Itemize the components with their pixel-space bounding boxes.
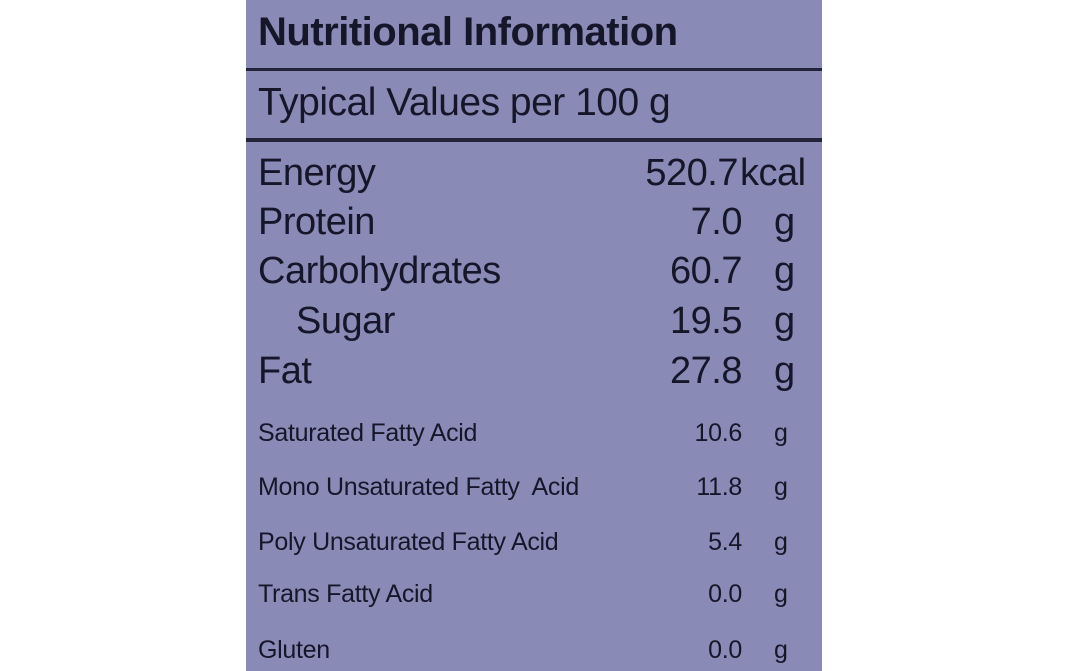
nutrient-row-trans-fatty-acid: Trans Fatty Acid 0.0 g [246, 577, 822, 611]
nutrient-unit: g [774, 419, 788, 447]
nutrient-name: Saturated Fatty Acid [258, 419, 478, 447]
nutrient-row-gluten: Gluten 0.0 g [246, 633, 822, 667]
nutrient-unit: g [774, 350, 795, 392]
nutrient-name: Energy [258, 152, 376, 194]
nutrient-row-carbohydrates: Carbohydrates 60.7 g [246, 248, 822, 294]
nutrient-unit: g [774, 473, 788, 501]
nutrient-name: Poly Unsaturated Fatty Acid [258, 528, 559, 556]
nutrient-value: 19.5 [670, 300, 742, 342]
nutrient-name: Protein [258, 201, 375, 243]
nutrient-row-saturated-fatty-acid: Saturated Fatty Acid 10.6 g [246, 416, 822, 450]
nutrient-unit: g [774, 250, 795, 292]
label-subtitle: Typical Values per 100 g [258, 81, 671, 124]
nutrition-label: Nutritional Information Typical Values p… [246, 0, 822, 671]
nutrient-row-fat: Fat 27.8 g [246, 348, 822, 394]
nutrient-unit: kcal [740, 152, 806, 194]
nutrient-name: Sugar [296, 300, 395, 342]
divider [246, 138, 822, 142]
nutrient-row-sugar: Sugar 19.5 g [246, 298, 822, 344]
nutrient-name: Gluten [258, 636, 330, 664]
nutrient-unit: g [774, 201, 795, 243]
nutrient-value: 520.7 [645, 152, 738, 194]
nutrient-value: 5.4 [708, 528, 742, 556]
nutrient-row-mono-unsaturated-fatty-acid: Mono Unsaturated Fatty Acid 11.8 g [246, 470, 822, 504]
nutrient-row-energy: Energy 520.7 kcal [246, 150, 822, 196]
nutrient-name: Mono Unsaturated Fatty Acid [258, 473, 579, 501]
nutrient-unit: g [774, 528, 788, 556]
nutrient-unit: g [774, 300, 795, 342]
nutrient-name: Carbohydrates [258, 250, 501, 292]
nutrient-value: 0.0 [708, 580, 742, 608]
nutrient-value: 0.0 [708, 636, 742, 664]
nutrient-value: 60.7 [670, 250, 742, 292]
nutrient-row-poly-unsaturated-fatty-acid: Poly Unsaturated Fatty Acid 5.4 g [246, 525, 822, 559]
nutrient-value: 11.8 [696, 473, 742, 501]
divider [246, 68, 822, 71]
nutrient-unit: g [774, 636, 788, 664]
nutrient-name: Trans Fatty Acid [258, 580, 433, 608]
nutrient-value: 10.6 [694, 419, 743, 447]
nutrient-unit: g [774, 580, 788, 608]
nutrient-value: 27.8 [670, 350, 742, 392]
nutrient-row-protein: Protein 7.0 g [246, 199, 822, 245]
nutrient-value: 7.0 [690, 201, 743, 243]
nutrient-name: Fat [258, 350, 312, 392]
label-title: Nutritional Information [258, 10, 678, 54]
